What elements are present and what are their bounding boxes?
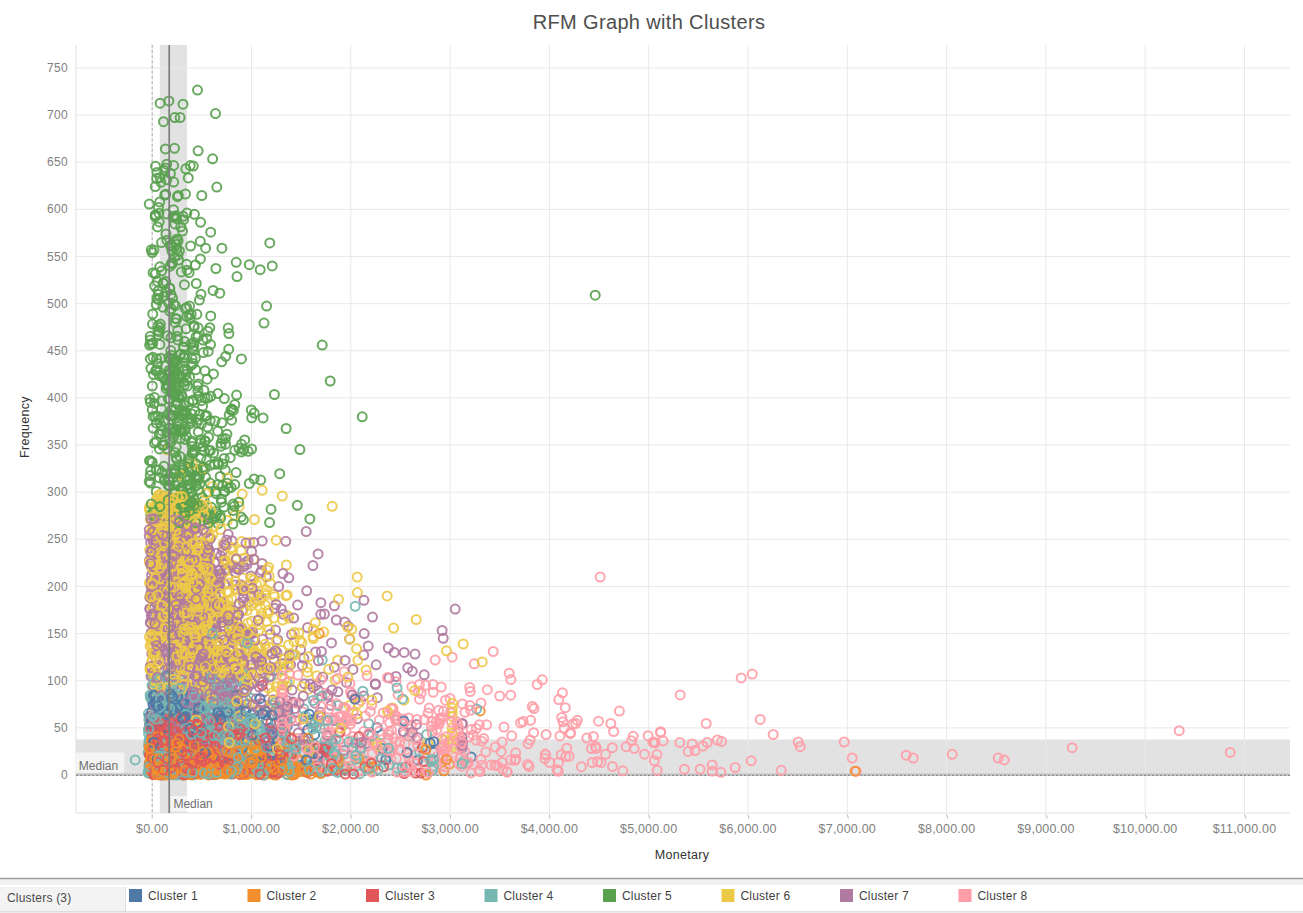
- svg-text:250: 250: [47, 532, 68, 546]
- svg-text:$8,000.00: $8,000.00: [918, 822, 975, 836]
- svg-text:100: 100: [47, 674, 68, 688]
- svg-text:600: 600: [47, 202, 68, 216]
- svg-text:Clusters (3): Clusters (3): [7, 891, 71, 905]
- svg-text:$9,000.00: $9,000.00: [1017, 822, 1074, 836]
- svg-text:0: 0: [61, 768, 68, 782]
- svg-text:Monetary: Monetary: [655, 848, 710, 862]
- svg-text:200: 200: [47, 580, 68, 594]
- svg-text:$11,000.00: $11,000.00: [1213, 822, 1277, 836]
- svg-text:400: 400: [47, 391, 68, 405]
- svg-text:Cluster 4: Cluster 4: [504, 889, 554, 903]
- svg-text:50: 50: [54, 721, 68, 735]
- svg-text:Median: Median: [79, 759, 118, 773]
- svg-text:450: 450: [47, 344, 68, 358]
- svg-text:Cluster 5: Cluster 5: [622, 889, 672, 903]
- svg-text:$1,000.00: $1,000.00: [223, 822, 280, 836]
- svg-text:$10,000.00: $10,000.00: [1113, 822, 1178, 836]
- svg-text:650: 650: [47, 155, 68, 169]
- svg-text:$3,000.00: $3,000.00: [421, 822, 478, 836]
- svg-text:$4,000.00: $4,000.00: [521, 822, 578, 836]
- svg-text:150: 150: [47, 627, 68, 641]
- svg-text:Cluster 6: Cluster 6: [741, 889, 791, 903]
- svg-text:$2,000.00: $2,000.00: [322, 822, 379, 836]
- svg-text:RFM Graph with Clusters: RFM Graph with Clusters: [533, 11, 766, 33]
- svg-text:Cluster 7: Cluster 7: [859, 889, 909, 903]
- svg-text:Cluster 1: Cluster 1: [148, 889, 198, 903]
- svg-text:750: 750: [47, 61, 68, 75]
- svg-text:Frequency: Frequency: [18, 396, 32, 458]
- svg-text:500: 500: [47, 297, 68, 311]
- svg-text:$0.00: $0.00: [136, 822, 168, 836]
- svg-text:Cluster 3: Cluster 3: [385, 889, 435, 903]
- svg-text:700: 700: [47, 108, 68, 122]
- svg-text:Cluster 8: Cluster 8: [978, 889, 1028, 903]
- svg-text:350: 350: [47, 438, 68, 452]
- svg-text:550: 550: [47, 250, 68, 264]
- svg-text:300: 300: [47, 485, 68, 499]
- svg-text:Median: Median: [173, 797, 212, 811]
- svg-text:Cluster 2: Cluster 2: [267, 889, 317, 903]
- svg-text:$7,000.00: $7,000.00: [819, 822, 876, 836]
- svg-text:$6,000.00: $6,000.00: [719, 822, 776, 836]
- svg-text:$5,000.00: $5,000.00: [620, 822, 677, 836]
